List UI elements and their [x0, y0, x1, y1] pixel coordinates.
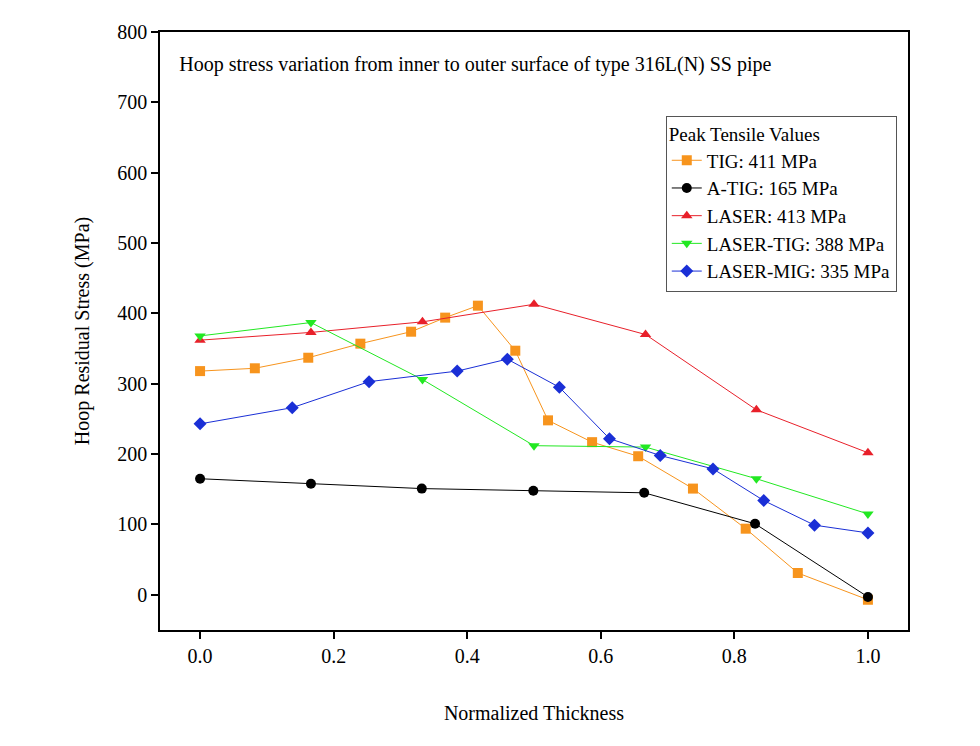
svg-text:800: 800	[117, 21, 147, 43]
svg-text:A-TIG: 165 MPa: A-TIG: 165 MPa	[707, 178, 838, 199]
svg-text:200: 200	[117, 443, 147, 465]
svg-text:LASER-MIG: 335 MPa: LASER-MIG: 335 MPa	[707, 261, 890, 282]
svg-text:Hoop Residual Stress (MPa): Hoop Residual Stress (MPa)	[71, 217, 94, 445]
svg-text:300: 300	[117, 373, 147, 395]
svg-text:0.2: 0.2	[321, 645, 346, 667]
svg-text:Normalized Thickness: Normalized Thickness	[444, 702, 624, 724]
svg-text:0.4: 0.4	[455, 645, 480, 667]
svg-text:TIG: 411 MPa: TIG: 411 MPa	[707, 151, 818, 172]
svg-text:0: 0	[137, 584, 147, 606]
svg-text:1.0: 1.0	[855, 645, 880, 667]
svg-text:600: 600	[117, 162, 147, 184]
svg-text:0.0: 0.0	[188, 645, 213, 667]
svg-text:Hoop stress variation from inn: Hoop stress variation from inner to oute…	[179, 53, 771, 76]
svg-text:0.8: 0.8	[722, 645, 747, 667]
svg-text:500: 500	[117, 232, 147, 254]
svg-text:400: 400	[117, 302, 147, 324]
svg-text:LASER-TIG: 388 MPa: LASER-TIG: 388 MPa	[707, 234, 885, 255]
svg-text:100: 100	[117, 513, 147, 535]
svg-text:0.6: 0.6	[588, 645, 613, 667]
svg-text:700: 700	[117, 91, 147, 113]
svg-text:Peak Tensile Values: Peak Tensile Values	[669, 124, 820, 145]
svg-text:LASER: 413 MPa: LASER: 413 MPa	[707, 206, 847, 227]
